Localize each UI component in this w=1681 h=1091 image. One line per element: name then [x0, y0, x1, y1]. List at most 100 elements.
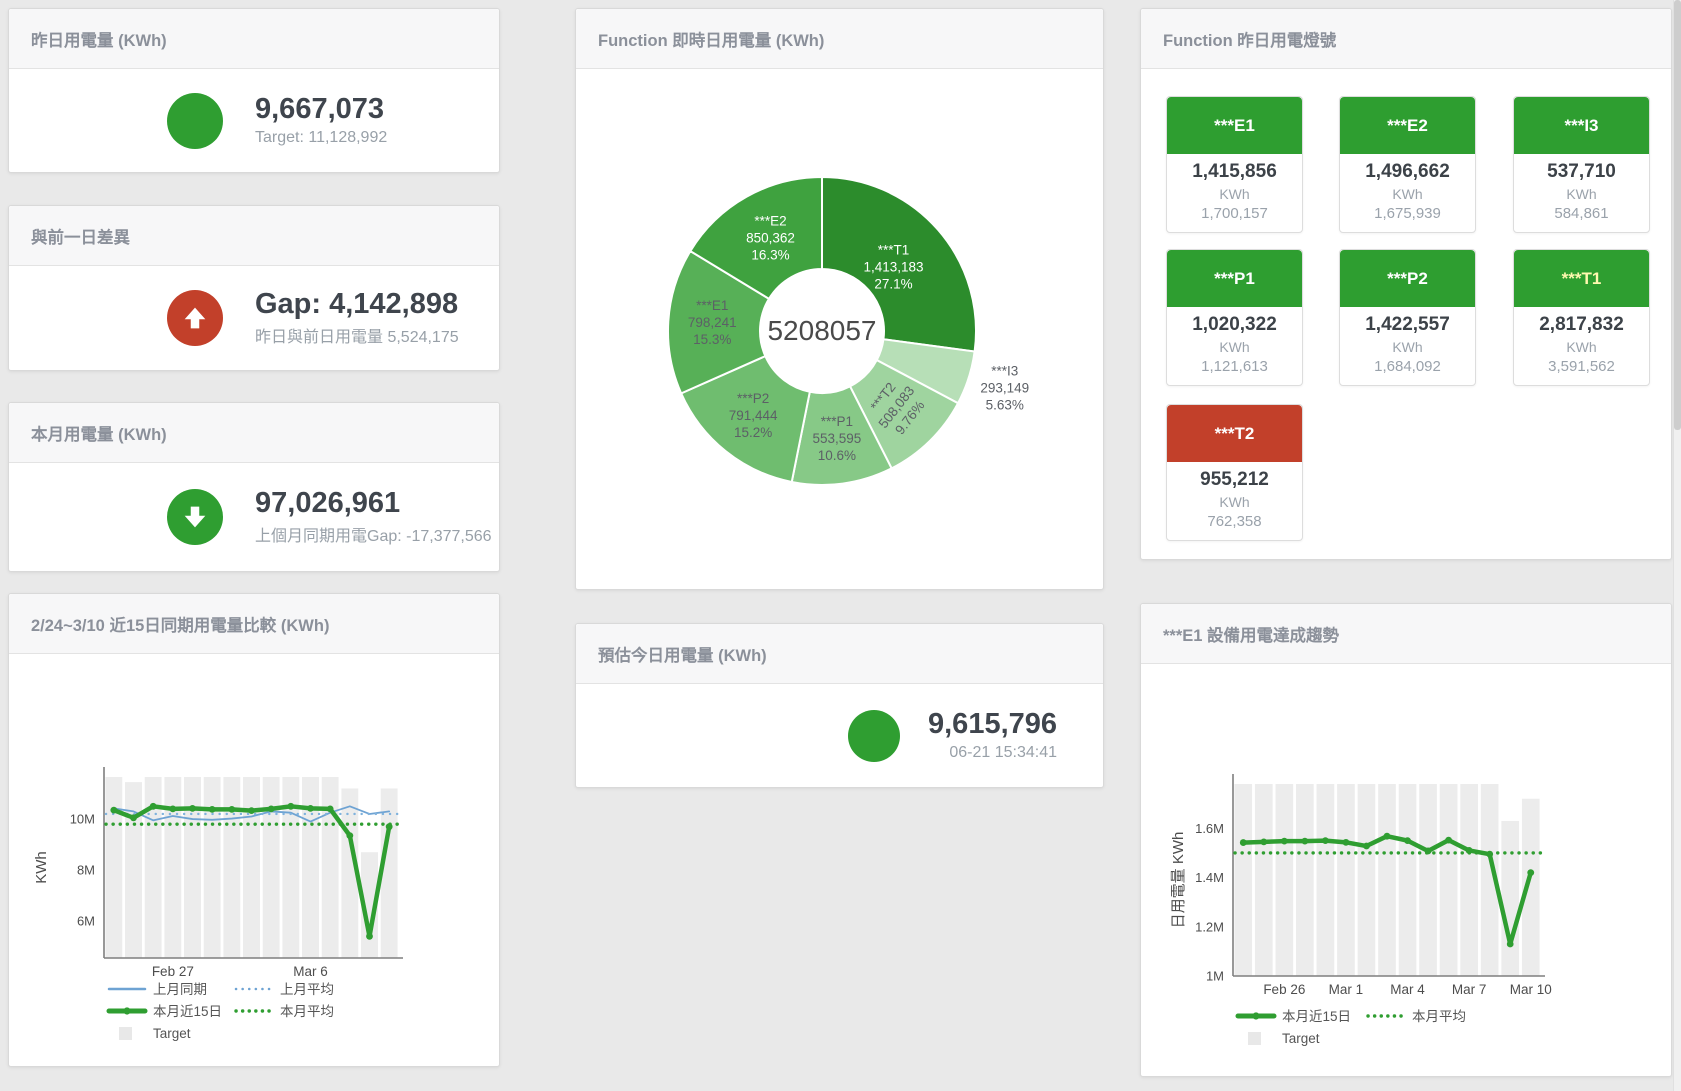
series-point [287, 802, 295, 810]
tile-body: 537,710 KWh 584,861 [1514, 154, 1649, 232]
svg-text:Target: Target [153, 1026, 191, 1041]
series-point [1383, 832, 1391, 840]
tile-header: ***E1 [1167, 97, 1302, 154]
tile-target-value: 1,675,939 [1374, 205, 1441, 222]
tile-unit: KWh [1392, 186, 1423, 202]
stat-subtext: Target: 11,128,992 [255, 128, 388, 146]
target-bar [1234, 784, 1253, 976]
series-point [1322, 837, 1329, 845]
y-tick-label: 10M [70, 812, 95, 827]
light-tiles-grid: ***E1 1,415,856 KWh 1,700,157 ***E2 1,496,662… [1141, 69, 1671, 559]
page-scrollbar-thumb[interactable] [1674, 0, 1681, 430]
stat-subtext: 上個月同期用電Gap: -17,377,566 [255, 528, 492, 546]
series-point [307, 804, 314, 812]
tile-value: 1,422,557 [1365, 314, 1450, 335]
target-bar [1378, 784, 1396, 976]
panel-title: 與前一日差異 [9, 206, 499, 266]
series-point [149, 802, 157, 810]
target-bar [361, 852, 378, 958]
y-tick-label: 1M [1206, 969, 1224, 984]
panel-day-gap: 與前一日差異 Gap: 4,142,898 昨日與前日用電量 5,524,175 [8, 205, 500, 371]
y-tick-label: 8M [77, 863, 95, 878]
function-usage-donut-chart: ***T1 1,413,183 27.1%***I3 293,149 5.63%***T… [667, 175, 1029, 486]
series-point [189, 804, 196, 812]
svg-text:上月平均: 上月平均 [280, 982, 334, 997]
tile-value: 1,415,856 [1192, 161, 1277, 182]
panel-title-text: Function 即時日用電量 (KWh) [598, 31, 825, 50]
tile-target-value: 762,358 [1207, 513, 1262, 530]
y-axis-label: 日用電量 KWh [1170, 832, 1187, 929]
tile-target-value: 1,121,613 [1201, 358, 1268, 375]
page-scrollbar-track[interactable] [1673, 0, 1681, 1091]
panel-title: 2/24~3/10 近15日同期用電量比較 (KWh) [9, 594, 499, 654]
panel-title: Function 昨日用電燈號 [1141, 9, 1671, 69]
legend-item-Target[interactable]: Target [1248, 1031, 1320, 1046]
up-arrow-icon [167, 290, 223, 346]
light-tile-T2: ***T2 955,212 KWh 762,358 [1166, 404, 1303, 541]
panel-yesterday-usage: 昨日用電量 (KWh) 9,667,073 Target: 11,128,992 [8, 8, 500, 173]
tile-target-value: 584,861 [1554, 205, 1609, 222]
target-bar [105, 777, 123, 958]
light-tile-P1: ***P1 1,020,322 KWh 1,121,613 [1166, 249, 1303, 386]
panel-title: Function 即時日用電量 (KWh) [576, 9, 1103, 69]
tile-body: 955,212 KWh 762,358 [1167, 462, 1302, 540]
target-bar [125, 782, 142, 958]
target-bar [1275, 784, 1294, 976]
legend-item-Target[interactable]: Target [119, 1026, 191, 1041]
panel-title: 預估今日用電量 (KWh) [576, 624, 1103, 684]
donut-slice-T1[interactable] [821, 175, 977, 353]
x-tick-label: Mar 10 [1510, 982, 1552, 997]
legend-item-本月平均[interactable]: 本月平均 [1366, 1009, 1466, 1024]
tile-header: ***E2 [1340, 97, 1475, 154]
series-point [228, 805, 236, 813]
series-point [1363, 842, 1370, 850]
tile-header: ***P1 [1167, 250, 1302, 307]
series-point [1527, 869, 1535, 877]
series-point [208, 805, 216, 813]
panel-yesterday-lights: Function 昨日用電燈號 ***E1 1,415,856 KWh 1,700,1… [1140, 8, 1672, 560]
tile-value: 1,496,662 [1365, 161, 1450, 182]
target-bar [203, 777, 221, 958]
target-bar [1521, 798, 1540, 976]
donut-slice-E1[interactable] [667, 249, 771, 395]
donut-slice-E2[interactable] [688, 175, 823, 301]
target-bar [1460, 784, 1478, 976]
panel-month-usage: 本月用電量 (KWh) 97,026,961 上個月同期用電Gap: -17,3… [8, 402, 500, 572]
donut-slice-label: ***E1 798,241 15.3% [688, 298, 737, 347]
legend-item-上月同期[interactable]: 上月同期 [107, 982, 207, 997]
panel-title-text: 本月用電量 (KWh) [31, 425, 167, 444]
tile-header: ***T2 [1167, 405, 1302, 462]
donut-slice-label: ***I3 293,149 5.63% [980, 364, 1029, 413]
x-tick-label: Mar 7 [1452, 982, 1487, 997]
series-point [1342, 838, 1350, 846]
tile-value: 955,212 [1200, 469, 1269, 490]
tile-body: 1,422,557 KWh 1,684,092 [1340, 307, 1475, 385]
panel-title: ***E1 設備用電達成趨勢 [1141, 604, 1671, 664]
series-point [1280, 837, 1288, 845]
light-tile-E1: ***E1 1,415,856 KWh 1,700,157 [1166, 96, 1303, 233]
target-bar [380, 788, 398, 958]
target-bar [1296, 784, 1314, 976]
target-bar [262, 777, 280, 958]
target-bar [243, 777, 260, 958]
panel-title-text: 與前一日差異 [31, 228, 130, 247]
svg-text:本月近15日: 本月近15日 [1282, 1009, 1351, 1024]
donut-slice-P2[interactable] [679, 354, 811, 484]
light-tile-P2: ***P2 1,422,557 KWh 1,684,092 [1339, 249, 1476, 386]
svg-text:本月平均: 本月平均 [280, 1004, 334, 1019]
target-bar [184, 777, 201, 958]
y-tick-label: 1.2M [1195, 919, 1224, 934]
target-bar [1419, 784, 1437, 976]
legend-item-本月平均[interactable]: 本月平均 [234, 1004, 334, 1019]
series-point [110, 806, 118, 814]
stat-value: Gap: 4,142,898 [255, 287, 459, 320]
legend-item-本月近15日[interactable]: 本月近15日 [1235, 1009, 1351, 1024]
legend-item-上月平均[interactable]: 上月平均 [234, 982, 334, 997]
tile-body: 2,817,832 KWh 3,591,562 [1514, 307, 1649, 385]
legend-item-本月近15日[interactable]: 本月近15日 [106, 1004, 222, 1019]
panel-title-text: 預估今日用電量 (KWh) [598, 646, 767, 665]
x-tick-label: Mar 6 [293, 964, 328, 979]
target-bar [223, 777, 241, 958]
stat-value: 9,615,796 [928, 708, 1058, 741]
series-point [1404, 837, 1411, 845]
